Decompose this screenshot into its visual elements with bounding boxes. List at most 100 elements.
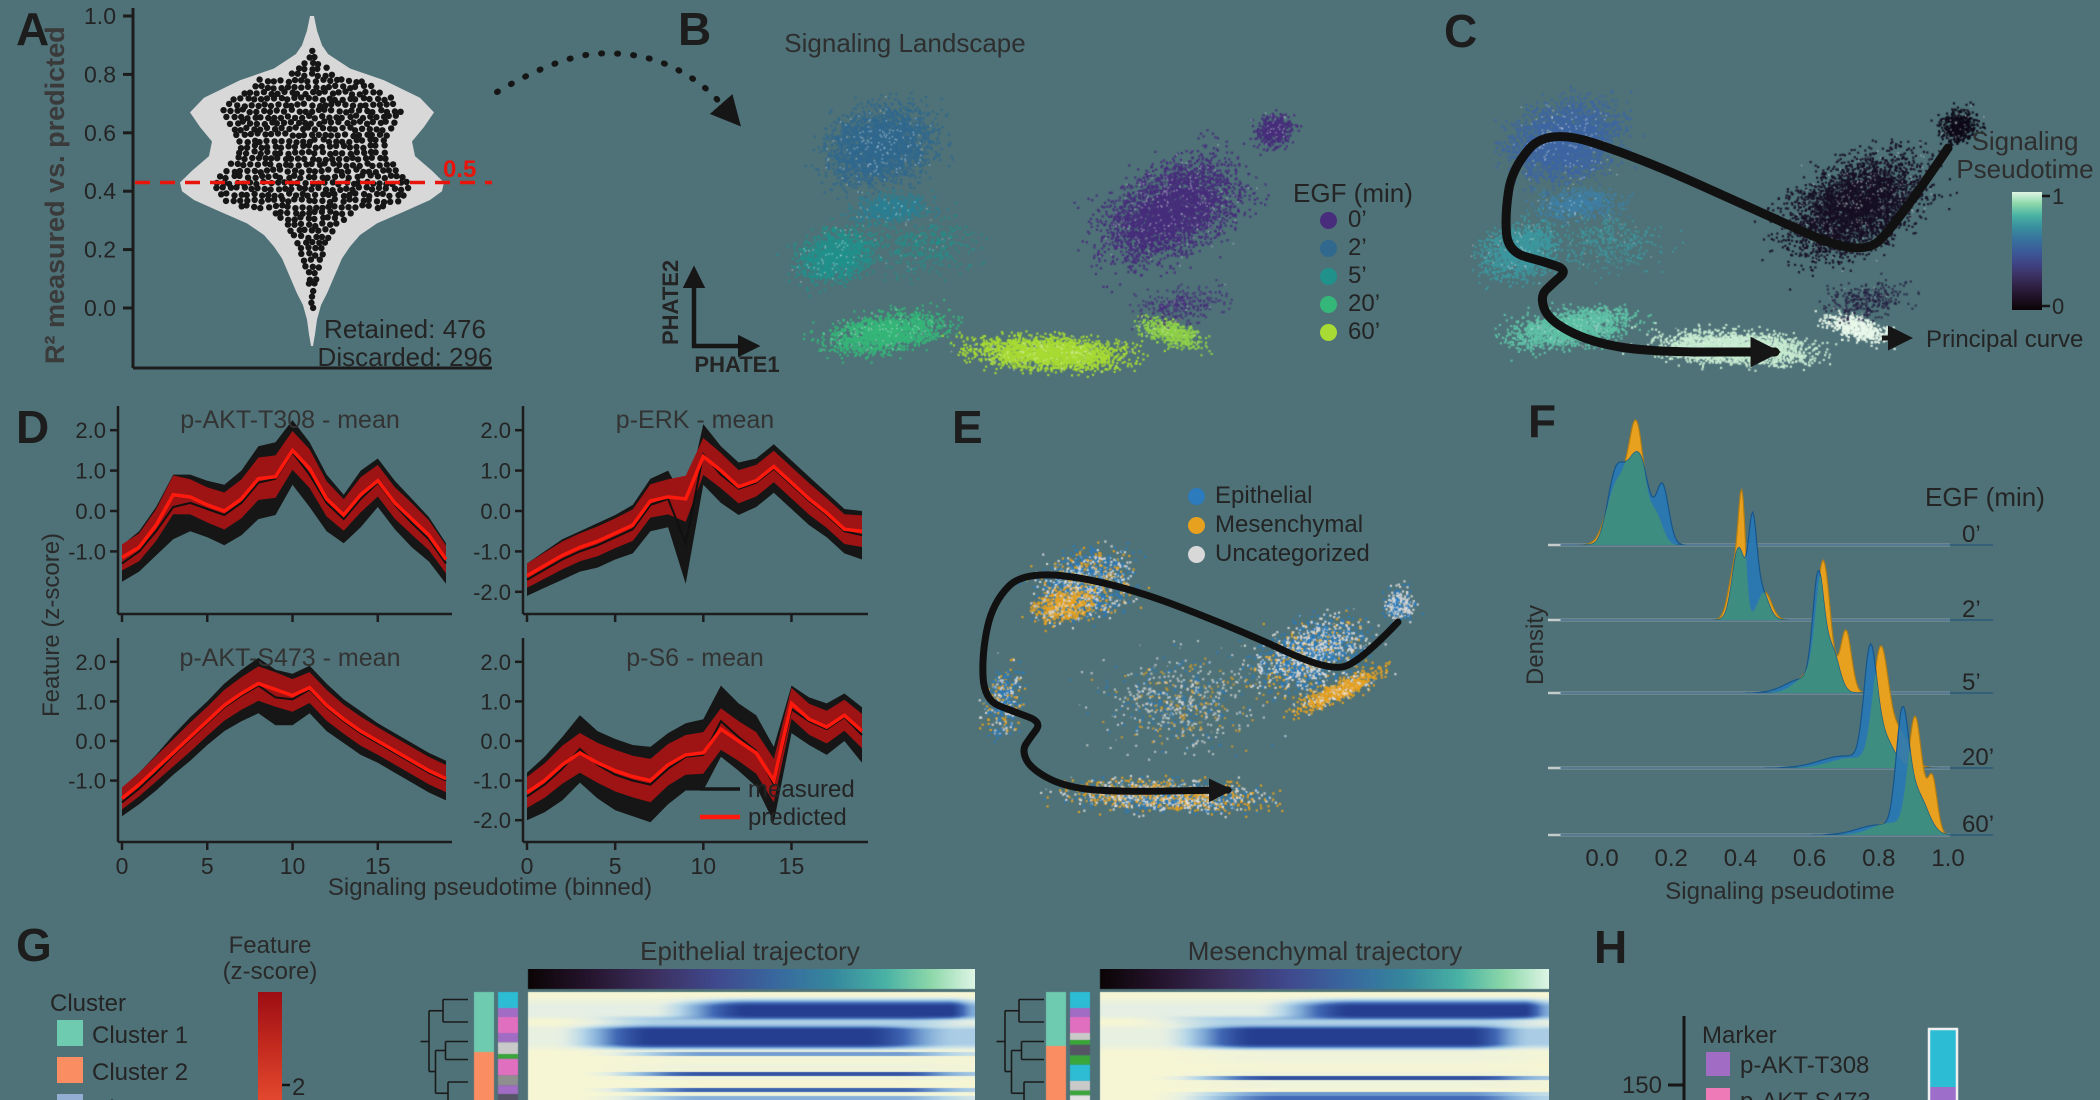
a-violin-dot [298,196,305,203]
a-violin-dot [287,102,295,110]
a-violin-dot [271,114,278,122]
a-violin-dot [261,185,268,193]
a-violin-dot [315,180,322,187]
epithelial-legend-dot [1188,488,1205,505]
a-violin-dot [315,89,323,97]
a-violin-dot [316,161,324,169]
a-violin-dot [294,70,301,77]
epithelial-heatmap-canvas [470,969,975,1100]
a-violin-dot [315,264,322,271]
a-violin-dot [372,169,379,176]
a-violin-dot [243,124,250,131]
a-violin-dot [313,233,320,241]
a-violin-dot [346,196,353,203]
a-violin-dot [340,142,348,150]
a-violin-dot [322,156,330,164]
a-violin-dot [368,186,376,193]
a-violin-dot [362,155,370,162]
a-violin-dot [346,191,353,198]
egf-20-legend-label: 20’ [1348,290,1381,317]
a-violin-dot [311,168,319,175]
d-predicted-band [527,438,862,588]
a-violin-dot [359,202,366,209]
a-violin-dot [302,180,309,187]
a-violin-dot [251,196,258,203]
a-violin-dot [267,130,275,138]
a-violin-dot [241,90,248,97]
a-violin-dot [379,127,386,134]
a-violin-dot [271,192,278,200]
d-predicted-band [122,666,446,810]
a-discarded-count: Discarded: 296 [317,342,493,372]
a-violin-dot [284,96,291,103]
a-violin-dot [364,178,371,186]
a-violin-dot [230,197,237,205]
a-violin-dot [252,174,259,181]
marker-pakt-t308-swatch [1706,1052,1730,1076]
a-violin-dot [382,118,389,125]
a-violin-dot [258,198,265,205]
a-violin-dot [360,144,367,152]
a-violin-dot [319,220,326,227]
a-y-tick-label: 0.4 [84,178,116,204]
a-violin-dot [331,190,338,198]
a-violin-dot [262,131,269,138]
a-violin-dot [369,109,376,116]
a-violin-dot [288,70,296,77]
a-violin-dot [306,210,313,217]
a-violin-dot [253,120,261,128]
a-violin-dot [374,95,382,103]
a-violin-dot [282,185,289,192]
a-violin-dot [280,108,288,115]
a-violin-dot [306,221,313,228]
a-violin-dot [347,85,354,92]
a-violin-dot [308,299,315,306]
a-violin-dot [380,113,388,121]
a-violin-dot [324,214,331,221]
a-violin-dot [320,84,327,92]
a-violin-dot [309,47,316,55]
a-violin-dot [356,91,363,98]
a-violin-dot [270,166,277,173]
a-violin-dot [338,76,345,83]
d-x-tick-label: 0 [116,853,129,879]
a-violin-dot [213,179,221,187]
a-violin-dot [326,198,334,206]
a-violin-dot [313,276,320,283]
a-violin-dot [315,106,323,114]
a-violin-dot [367,148,375,156]
a-violin-dot [319,204,326,212]
panel-label-h: H [1594,921,1628,973]
a-violin-dot [338,138,346,146]
a-violin-dot [278,138,285,145]
a-violin-dot [337,186,344,194]
a-violin-dot [218,191,225,198]
a-violin-dot [287,162,294,169]
a-violin-dot [366,95,373,103]
a-violin-dot [397,179,405,186]
a-violin-dot [251,148,258,155]
a-violin-dot [257,114,264,121]
a-violin-dot [386,192,393,200]
a-violin-dot [271,126,279,133]
a-violin-dot [277,214,284,221]
panel-label-f: F [1528,395,1557,447]
a-violin-dot [308,108,316,116]
a-violin-dot [344,119,351,127]
a-violin-dot [311,136,318,143]
a-violin-dot [223,168,230,175]
h-bar-outline [1927,1027,1959,1100]
a-violin-dot [318,245,325,252]
a-violin-dot [300,257,308,264]
a-violin-dot [366,126,373,133]
a-violin-dot [321,179,328,186]
a-violin-dot [251,142,259,149]
a-violin-dot [273,107,280,114]
a-violin-dot [213,184,220,192]
a-violin-dot [283,161,290,168]
a-violin-dot [304,192,311,199]
a-violin-dot [249,154,256,162]
a-violin-dot [254,185,261,192]
egf-0-legend-dot [1320,212,1337,229]
marker-pakt-t308-label: p-AKT-T308 [1740,1052,1870,1079]
